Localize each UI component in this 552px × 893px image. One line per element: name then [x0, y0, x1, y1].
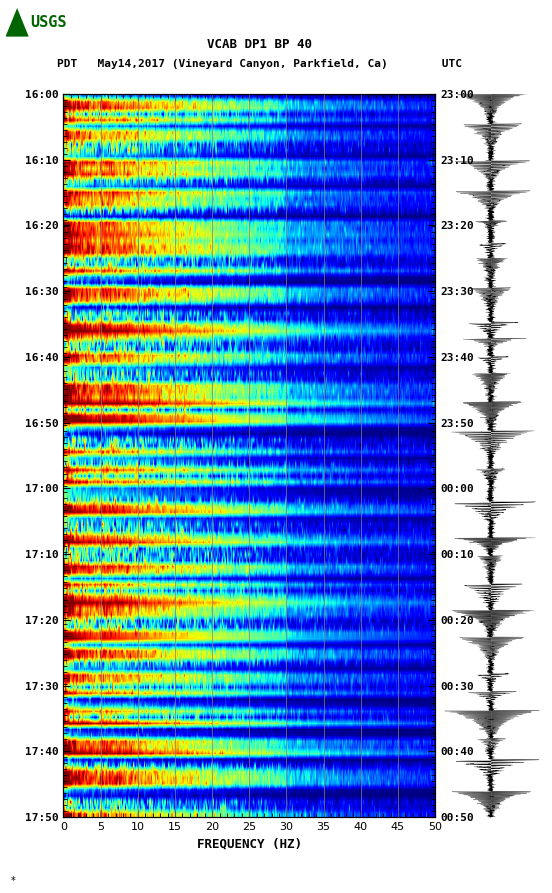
Text: VCAB DP1 BP 40: VCAB DP1 BP 40	[207, 38, 312, 51]
Polygon shape	[6, 8, 29, 37]
X-axis label: FREQUENCY (HZ): FREQUENCY (HZ)	[197, 838, 302, 850]
Text: USGS: USGS	[30, 15, 67, 29]
Text: *: *	[11, 876, 16, 886]
Text: PDT   May14,2017 (Vineyard Canyon, Parkfield, Ca)        UTC: PDT May14,2017 (Vineyard Canyon, Parkfie…	[57, 59, 462, 70]
